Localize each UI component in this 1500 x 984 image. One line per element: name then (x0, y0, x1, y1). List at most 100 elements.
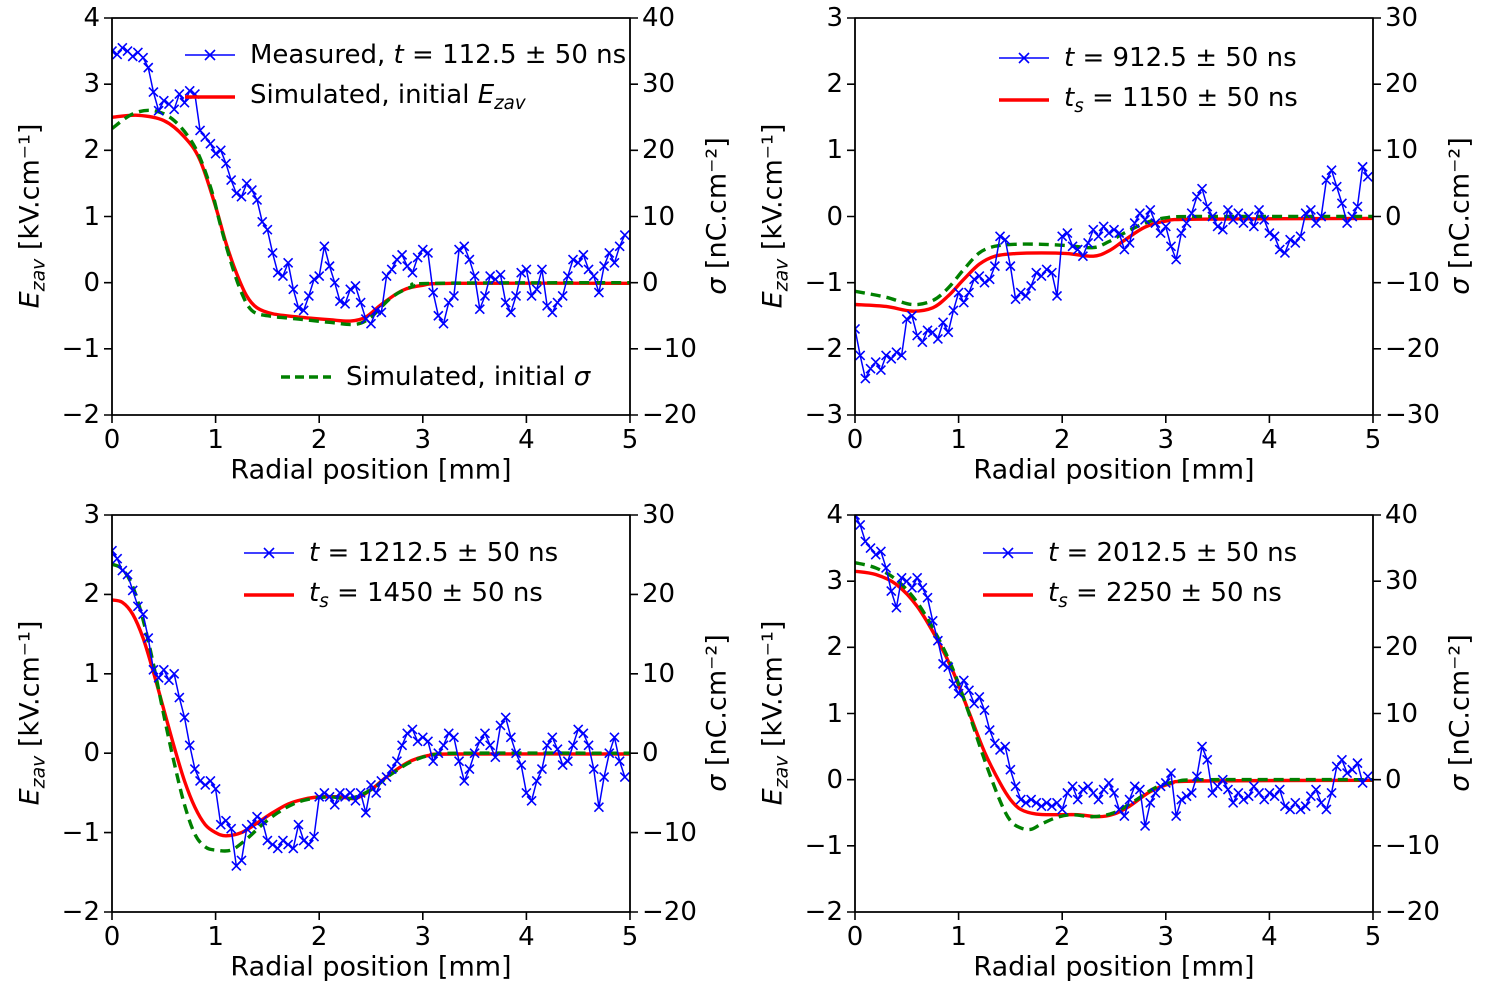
legend-top-left-upper: Measured, t = 112.5 ± 50 ns Simulated, in… (184, 34, 626, 118)
y-left-tick-label: −3 (804, 400, 843, 430)
x-tick-label: 1 (207, 425, 224, 455)
x-tick-label: 3 (1157, 922, 1175, 952)
y-left-tick-label: 1 (83, 658, 100, 689)
y-left-tick-label: −2 (61, 400, 100, 430)
y-left-tick-label: 0 (83, 738, 100, 769)
x-tick-label: 5 (621, 425, 639, 455)
y-left-tick-label: 4 (83, 3, 100, 33)
y-left-tick-label: −1 (61, 817, 100, 848)
y-left-tick-label: 4 (826, 500, 843, 530)
x-tick-label: 1 (950, 425, 967, 455)
y-left-tick-label: 1 (826, 698, 843, 729)
x-tick-label: 5 (621, 922, 639, 952)
y-right-tick-label: −10 (1385, 830, 1440, 861)
y-right-tick-label: −20 (642, 897, 697, 927)
legend-entry: ts = 2250 ± 50 ns (982, 574, 1297, 616)
y-right-tick-label: −10 (1385, 267, 1440, 298)
x-tick-label: 0 (846, 922, 864, 952)
y-right-tick-label: 20 (642, 579, 676, 610)
y-left-tick-label: 1 (83, 201, 100, 232)
x-tick-label: 5 (1364, 425, 1382, 455)
y-right-tick-label: 20 (1385, 632, 1419, 663)
legend-label: t = 2012.5 ± 50 ns (1048, 538, 1298, 568)
legend-entry: ts = 1150 ± 50 ns (998, 79, 1298, 121)
legend-entry: Simulated, initial Ezav (184, 76, 626, 118)
y-left-tick-label: −1 (61, 333, 100, 364)
legend-marker-measured-icon (185, 49, 235, 61)
y-right-tick-label: −20 (642, 400, 697, 430)
y-right-tick-label: 30 (642, 69, 676, 100)
legend-marker-simulated-dashed-icon (281, 375, 331, 379)
legend-label: ts = 2250 ± 50 ns (1048, 577, 1282, 613)
x-axis-label: Radial position [mm] (230, 454, 512, 486)
x-tick-label: 3 (414, 922, 432, 952)
x-tick-label: 2 (310, 425, 328, 455)
legend-entry: t = 1212.5 ± 50 ns (243, 532, 558, 574)
y-right-tick-label: 10 (1385, 135, 1419, 166)
x-tick-label: 1 (950, 922, 967, 952)
legend-marker-measured-icon (999, 52, 1049, 64)
x-tick-label: 2 (1053, 922, 1071, 952)
y-right-tick-label: 10 (642, 201, 676, 232)
y-left-tick-label: −1 (804, 830, 843, 861)
y-left-tick-label: 1 (826, 135, 843, 166)
legend-top-left-lower: Simulated, initial σ (280, 356, 590, 398)
legend-entry: Simulated, initial σ (280, 356, 590, 398)
x-axis-label: Radial position [mm] (973, 454, 1255, 486)
legend-bottom-right: t = 2012.5 ± 50 ns ts = 2250 ± 50 ns (982, 532, 1297, 616)
legend-entry: ts = 1450 ± 50 ns (243, 574, 558, 616)
x-tick-label: 5 (1364, 922, 1382, 952)
y-left-tick-label: −2 (804, 897, 843, 927)
x-tick-label: 3 (1157, 425, 1175, 455)
y-left-tick-label: 3 (83, 69, 100, 100)
y-right-tick-label: 30 (1385, 3, 1419, 33)
y-left-tick-label: 3 (826, 3, 843, 33)
legend-entry: Measured, t = 112.5 ± 50 ns (184, 34, 626, 76)
x-tick-label: 4 (518, 425, 535, 455)
y-right-tick-label: −20 (1385, 333, 1440, 364)
y-right-tick-label: 20 (642, 135, 676, 166)
y-right-tick-label: −10 (642, 333, 697, 364)
y-left-tick-label: 2 (826, 69, 843, 100)
x-tick-label: 0 (103, 922, 121, 952)
y-right-tick-label: −20 (1385, 897, 1440, 927)
x-axis-label: Radial position [mm] (973, 951, 1255, 983)
y-left-tick-label: 3 (826, 566, 843, 597)
legend-marker-measured-icon (244, 547, 294, 559)
legend-entry: t = 912.5 ± 50 ns (998, 37, 1298, 79)
x-tick-label: 4 (1261, 425, 1278, 455)
y-right-tick-label: 40 (1385, 500, 1419, 530)
y-right-tick-label: 10 (642, 658, 676, 689)
y-right-tick-label: 0 (1385, 764, 1402, 795)
y-right-tick-label: 0 (1385, 201, 1402, 232)
y-left-tick-label: 2 (826, 632, 843, 663)
y-left-tick-label: −2 (804, 333, 843, 364)
legend-marker-simulated-line-icon (244, 593, 294, 597)
y-right-tick-label: 30 (642, 500, 676, 530)
y-left-tick-label: −1 (804, 267, 843, 298)
x-tick-label: 0 (846, 425, 864, 455)
y-left-tick-label: 0 (826, 201, 843, 232)
legend-marker-measured-icon (983, 547, 1033, 559)
legend-marker-simulated-line-icon (983, 593, 1033, 597)
legend-marker-simulated-line-icon (999, 98, 1049, 102)
y-right-symbol: σ (701, 774, 733, 792)
x-tick-label: 4 (518, 922, 535, 952)
x-tick-label: 2 (310, 922, 328, 952)
y-left-tick-label: −2 (61, 897, 100, 927)
y-left-tick-label: 2 (83, 135, 100, 166)
y-right-tick-label: 30 (1385, 566, 1419, 597)
legend-label: t = 912.5 ± 50 ns (1064, 43, 1297, 73)
y-right-tick-label: 0 (642, 738, 659, 769)
x-tick-label: 0 (103, 425, 121, 455)
y-left-tick-label: 0 (826, 764, 843, 795)
y-right-tick-label: 10 (1385, 698, 1419, 729)
y-left-tick-label: 2 (83, 579, 100, 610)
legend-label: ts = 1450 ± 50 ns (309, 577, 543, 613)
legend-label: Simulated, initial σ (346, 362, 591, 392)
y-left-tick-label: 3 (83, 500, 100, 530)
x-axis-label: Radial position [mm] (230, 951, 512, 983)
y-right-tick-label: 40 (642, 3, 676, 33)
legend-label: Measured, t = 112.5 ± 50 ns (250, 40, 627, 70)
